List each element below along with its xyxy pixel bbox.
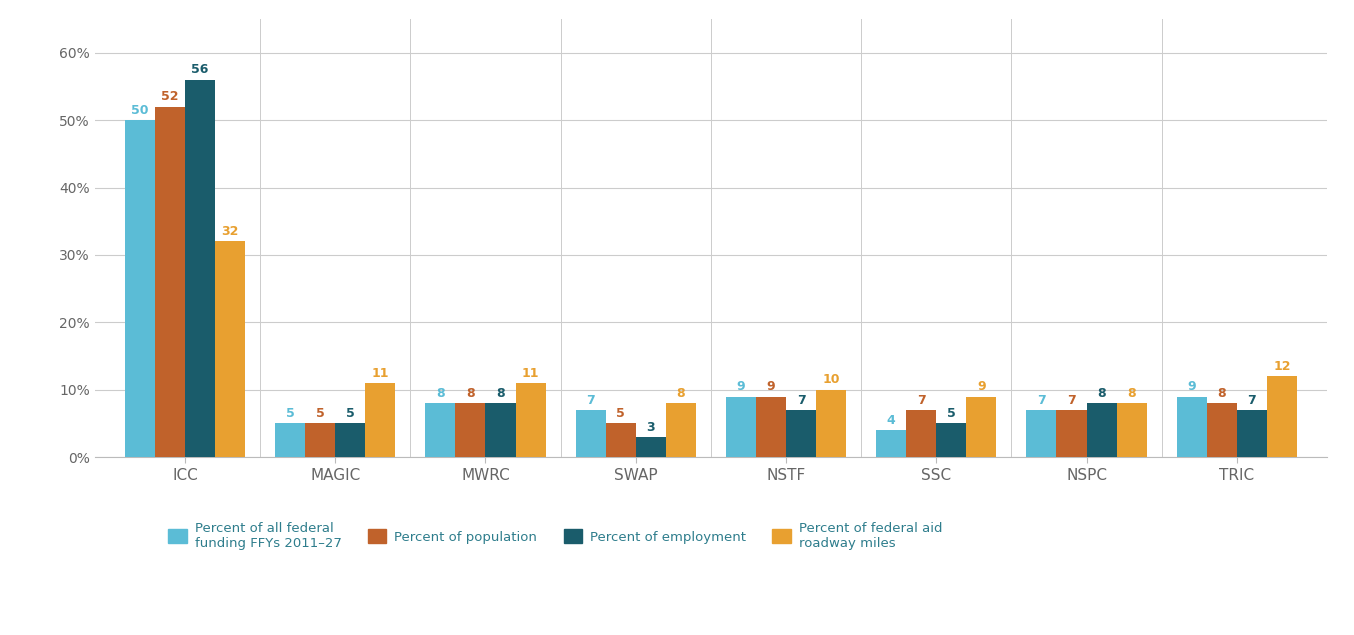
Bar: [876, 431, 906, 457]
Text: 5: 5: [946, 407, 956, 420]
Text: 5: 5: [315, 407, 325, 420]
Text: 10: 10: [822, 373, 839, 387]
Bar: [816, 390, 846, 457]
Bar: [636, 437, 666, 457]
Text: 5: 5: [286, 407, 294, 420]
Bar: [936, 424, 967, 457]
Bar: [1026, 410, 1056, 457]
Text: 9: 9: [766, 380, 776, 393]
Text: 9: 9: [737, 380, 745, 393]
Text: 8: 8: [496, 387, 505, 400]
Bar: [906, 410, 936, 457]
Bar: [1206, 403, 1236, 457]
Text: 7: 7: [796, 394, 806, 406]
Bar: [486, 403, 516, 457]
Text: 11: 11: [521, 366, 539, 380]
Bar: [1177, 396, 1206, 457]
Text: 11: 11: [371, 366, 389, 380]
Text: 8: 8: [1097, 387, 1106, 400]
Bar: [275, 424, 305, 457]
Text: 56: 56: [191, 64, 209, 76]
Legend: Percent of all federal
funding FFYs 2011–27, Percent of population, Percent of e: Percent of all federal funding FFYs 2011…: [162, 516, 948, 555]
Bar: [967, 396, 997, 457]
Text: 8: 8: [436, 387, 444, 400]
Bar: [516, 383, 546, 457]
Text: 7: 7: [1067, 394, 1076, 406]
Text: 7: 7: [1037, 394, 1045, 406]
Bar: [1267, 377, 1297, 457]
Text: 8: 8: [1128, 387, 1136, 400]
Text: 8: 8: [677, 387, 685, 400]
Text: 7: 7: [917, 394, 926, 406]
Bar: [666, 403, 696, 457]
Bar: [215, 241, 245, 457]
Text: 9: 9: [1187, 380, 1196, 393]
Text: 9: 9: [978, 380, 986, 393]
Bar: [125, 120, 154, 457]
Bar: [455, 403, 486, 457]
Text: 4: 4: [887, 414, 895, 427]
Text: 8: 8: [1217, 387, 1227, 400]
Bar: [575, 410, 605, 457]
Bar: [1236, 410, 1267, 457]
Bar: [1117, 403, 1147, 457]
Bar: [726, 396, 756, 457]
Text: 5: 5: [616, 407, 626, 420]
Text: 32: 32: [221, 225, 238, 238]
Bar: [1086, 403, 1117, 457]
Text: 8: 8: [466, 387, 475, 400]
Text: 50: 50: [131, 104, 149, 117]
Bar: [366, 383, 395, 457]
Text: 52: 52: [161, 90, 179, 104]
Bar: [756, 396, 785, 457]
Text: 7: 7: [1247, 394, 1257, 406]
Bar: [425, 403, 455, 457]
Bar: [336, 424, 366, 457]
Text: 7: 7: [586, 394, 594, 406]
Text: 3: 3: [646, 420, 655, 434]
Bar: [785, 410, 816, 457]
Bar: [185, 80, 215, 457]
Bar: [154, 107, 185, 457]
Bar: [305, 424, 336, 457]
Text: 12: 12: [1273, 360, 1290, 373]
Bar: [1056, 410, 1086, 457]
Bar: [605, 424, 636, 457]
Text: 5: 5: [345, 407, 355, 420]
